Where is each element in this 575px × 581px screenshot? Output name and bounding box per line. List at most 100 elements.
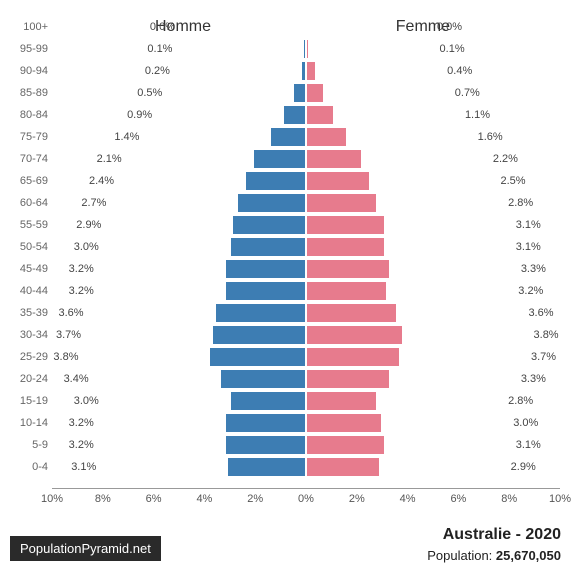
female-bar bbox=[306, 369, 390, 389]
male-bar bbox=[253, 149, 306, 169]
female-pct: 3.7% bbox=[531, 351, 556, 363]
male-bar bbox=[283, 105, 306, 125]
age-label: 95-99 bbox=[10, 43, 48, 55]
female-bar bbox=[306, 281, 387, 301]
x-axis-tick: 2% bbox=[247, 493, 263, 505]
bar-pair: 2.1%2.2% bbox=[52, 149, 560, 169]
age-label: 0-4 bbox=[10, 461, 48, 473]
bar-pair: 3.2%3.1% bbox=[52, 435, 560, 455]
bar-pair: 3.0%3.1% bbox=[52, 237, 560, 257]
male-bar bbox=[245, 171, 306, 191]
female-pct: 2.9% bbox=[511, 461, 536, 473]
age-label: 60-64 bbox=[10, 197, 48, 209]
pyramid-rows: 100+0.0%0.0%95-990.1%0.1%90-940.2%0.4%85… bbox=[10, 16, 565, 488]
pyramid-row: 80-840.9%1.1% bbox=[10, 104, 565, 126]
bar-pair: 3.6%3.6% bbox=[52, 303, 560, 323]
x-axis-tick: 10% bbox=[41, 493, 63, 505]
male-pct: 3.2% bbox=[69, 417, 94, 429]
male-pct: 0.0% bbox=[150, 21, 175, 33]
female-pct: 2.8% bbox=[508, 197, 533, 209]
pyramid-row: 60-64 2.7%2.8% bbox=[10, 192, 565, 214]
x-axis-tick: 4% bbox=[196, 493, 212, 505]
pyramid-row: 100+0.0%0.0% bbox=[10, 16, 565, 38]
male-bar bbox=[230, 391, 306, 411]
x-axis-tick: 8% bbox=[95, 493, 111, 505]
male-bar bbox=[225, 259, 306, 279]
age-label: 5-9 bbox=[10, 439, 48, 451]
pyramid-row: 95-99 0.1%0.1% bbox=[10, 38, 565, 60]
female-pct: 3.3% bbox=[521, 263, 546, 275]
female-pct: 3.1% bbox=[516, 439, 541, 451]
male-pct: 3.7% bbox=[56, 329, 81, 341]
pyramid-row: 40-44 3.2% 3.2% bbox=[10, 280, 565, 302]
pyramid-row: 25-293.8%3.7% bbox=[10, 346, 565, 368]
male-pct: 3.2% bbox=[69, 263, 94, 275]
female-pct: 3.2% bbox=[518, 285, 543, 297]
female-bar bbox=[306, 39, 309, 59]
female-bar bbox=[306, 325, 403, 345]
pyramid-row: 20-24 3.4%3.3% bbox=[10, 368, 565, 390]
male-bar bbox=[220, 369, 306, 389]
female-pct: 2.2% bbox=[493, 153, 518, 165]
year: 2020 bbox=[525, 526, 561, 543]
male-bar bbox=[215, 303, 306, 323]
pyramid-row: 0-43.1%2.9% bbox=[10, 456, 565, 478]
age-label: 70-74 bbox=[10, 153, 48, 165]
pyramid-row: 35-39 3.6%3.6% bbox=[10, 302, 565, 324]
bar-pair: 3.2% 3.2% bbox=[52, 281, 560, 301]
age-label: 65-69 bbox=[10, 175, 48, 187]
female-bar bbox=[306, 149, 362, 169]
female-pct: 0.0% bbox=[437, 21, 462, 33]
female-bar bbox=[306, 237, 385, 257]
female-pct: 0.4% bbox=[447, 65, 472, 77]
female-bar bbox=[306, 61, 316, 81]
pyramid-row: 50-543.0%3.1% bbox=[10, 236, 565, 258]
age-label: 35-39 bbox=[10, 307, 48, 319]
male-bar bbox=[237, 193, 306, 213]
x-axis-tick: 0% bbox=[298, 493, 314, 505]
bar-pair: 3.2% 3.3% bbox=[52, 259, 560, 279]
population-value: 25,670,050 bbox=[496, 548, 561, 563]
bar-pair: 2.7%2.8% bbox=[52, 193, 560, 213]
male-pct: 1.4% bbox=[114, 131, 139, 143]
source-badge[interactable]: PopulationPyramid.net bbox=[10, 536, 161, 561]
age-label: 15-19 bbox=[10, 395, 48, 407]
age-label: 10-14 bbox=[10, 417, 48, 429]
female-pct: 3.8% bbox=[534, 329, 559, 341]
bar-pair: 2.4%2.5% bbox=[52, 171, 560, 191]
x-axis-tick: 4% bbox=[400, 493, 416, 505]
male-bar bbox=[227, 457, 306, 477]
female-pct: 1.1% bbox=[465, 109, 490, 121]
country-year: Australie - 2020 bbox=[443, 526, 561, 544]
female-bar bbox=[306, 435, 385, 455]
pyramid-row: 70-74 2.1%2.2% bbox=[10, 148, 565, 170]
male-bar bbox=[209, 347, 306, 367]
country-name: Australie bbox=[443, 526, 511, 543]
age-label: 85-89 bbox=[10, 87, 48, 99]
age-label: 40-44 bbox=[10, 285, 48, 297]
bar-pair: 3.8%3.7% bbox=[52, 347, 560, 367]
male-pct: 3.2% bbox=[69, 285, 94, 297]
male-pct: 2.4% bbox=[89, 175, 114, 187]
bar-pair: 0.5%0.7% bbox=[52, 83, 560, 103]
x-axis-tick: 8% bbox=[501, 493, 517, 505]
male-bar bbox=[225, 413, 306, 433]
bar-pair: 0.1%0.1% bbox=[52, 39, 560, 59]
age-label: 45-49 bbox=[10, 263, 48, 275]
male-pct: 0.2% bbox=[145, 65, 170, 77]
female-bar bbox=[306, 391, 377, 411]
male-bar bbox=[293, 83, 306, 103]
pyramid-row: 85-89 0.5%0.7% bbox=[10, 82, 565, 104]
population-line: Population: 25,670,050 bbox=[427, 548, 561, 563]
age-label: 20-24 bbox=[10, 373, 48, 385]
pyramid-row: 55-592.9%3.1% bbox=[10, 214, 565, 236]
pyramid-row: 5-9 3.2%3.1% bbox=[10, 434, 565, 456]
bar-pair: 2.9%3.1% bbox=[52, 215, 560, 235]
population-label: Population: bbox=[427, 548, 492, 563]
bar-pair: 3.4%3.3% bbox=[52, 369, 560, 389]
bar-pair: 3.0%2.8% bbox=[52, 391, 560, 411]
age-label: 80-84 bbox=[10, 109, 48, 121]
male-bar bbox=[212, 325, 306, 345]
male-pct: 0.1% bbox=[147, 43, 172, 55]
x-axis-tick: 2% bbox=[349, 493, 365, 505]
